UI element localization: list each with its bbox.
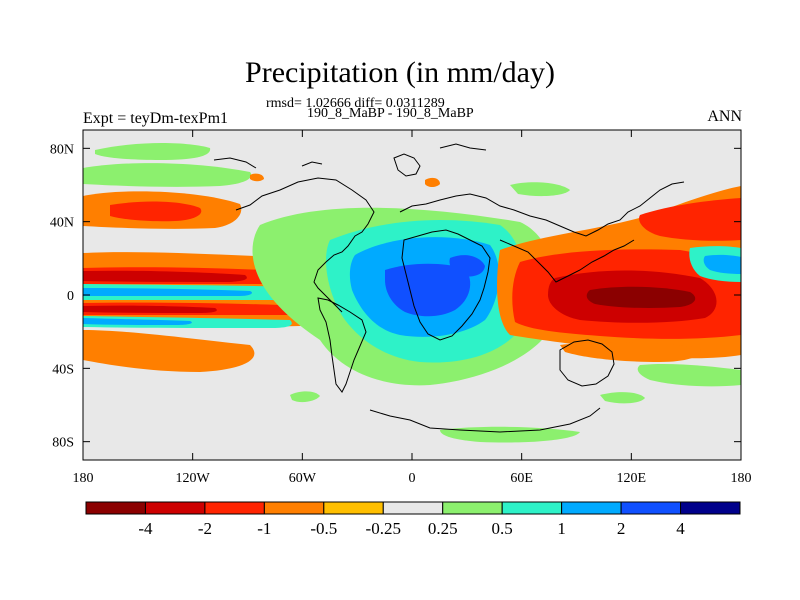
contour-orange-south-pacific	[83, 330, 255, 372]
cases-line: 190_8_MaBP - 190_8_MaBP	[307, 106, 474, 121]
x-tick-label: 120W	[176, 471, 211, 486]
colorbar-level-label: 4	[676, 519, 685, 538]
contour-blue-west-band	[83, 288, 252, 296]
contour-blue-west-south	[83, 318, 192, 325]
contour-green-north-pacific	[83, 163, 252, 187]
contour-field	[83, 143, 741, 443]
contour-green-south-pacific	[290, 391, 320, 403]
x-tick-label: 180	[73, 471, 94, 486]
contour-orange-east-south	[560, 342, 701, 362]
coastline-south-america	[317, 297, 367, 393]
colorbar-level-label: 0.5	[492, 519, 513, 538]
y-tick-label: 40S	[52, 362, 74, 377]
colorbar-swatch	[85, 501, 146, 515]
colorbar-level-label: 0.25	[428, 519, 458, 538]
x-tick-label: 60E	[510, 471, 533, 486]
y-tick-label: 40N	[50, 216, 74, 231]
contour-orange-arctic-a	[425, 177, 440, 187]
colorbar-level-label: -1	[257, 519, 271, 538]
contour-darkred-west-band-south	[83, 305, 217, 313]
y-tick-label: 80S	[52, 436, 74, 451]
coastline-australia	[559, 339, 615, 387]
colorbar-level-label: -0.25	[366, 519, 401, 538]
colorbar-swatch	[561, 501, 622, 515]
contour-darkblue-east	[449, 255, 485, 277]
coastline-europe-asia	[399, 181, 685, 237]
colorbar-level-label: 2	[617, 519, 626, 538]
x-tick-label: 0	[409, 471, 416, 486]
colorbar-level-label: -0.5	[310, 519, 337, 538]
colorbar-swatch	[263, 501, 325, 515]
coastline-greenland	[393, 153, 421, 177]
colorbar-swatch	[680, 501, 741, 515]
coastline-india-asia	[499, 239, 635, 283]
colorbar-swatch	[620, 501, 682, 515]
colorbar-swatch	[323, 501, 384, 515]
colorbar-level-label: 1	[557, 519, 566, 538]
coastline-outline	[213, 143, 685, 433]
x-axis: 180 120W 60W 0 60E 120E 180	[73, 130, 752, 486]
colorbar-swatch	[144, 501, 206, 515]
y-tick-label: 80N	[50, 142, 74, 157]
colorbar-level-label: -4	[138, 519, 153, 538]
colorbar-swatch	[204, 501, 265, 515]
colorbar-swatch	[442, 501, 503, 515]
contour-green-arctic-b	[510, 182, 570, 197]
contour-orange-arctic-b	[250, 173, 264, 182]
contour-red-north-east	[639, 198, 741, 241]
coastline-africa	[401, 229, 491, 341]
y-axis: 80N 40N 0 40S 80S	[50, 142, 741, 451]
contour-green-arctic	[95, 143, 211, 160]
x-tick-label: 60W	[289, 471, 317, 486]
contour-green-southern-b	[600, 392, 645, 404]
contour-darkest-east	[586, 286, 696, 308]
colorbar: -4 -2 -1 -0.5 -0.25 0.25 0.5 1 2 4	[85, 501, 741, 538]
colorbar-swatch	[501, 501, 563, 515]
colorbar-swatch	[382, 501, 444, 515]
chart-title: Precipitation (in mm/day)	[245, 56, 555, 89]
coastline-north-america	[235, 177, 375, 313]
contour-green-east-south	[637, 363, 741, 387]
y-tick-label: 0	[67, 289, 74, 304]
stats-line: rmsd= 1.02666 diff= 0.0311289	[266, 96, 445, 111]
experiment-label: Expt = teyDm-texPm1	[83, 110, 229, 127]
coastline-arctic-islands	[213, 143, 487, 169]
contour-darkred-west-band	[83, 270, 247, 282]
colorbar-level-label: -2	[198, 519, 212, 538]
coastline-antarctica	[369, 407, 601, 433]
season-label: ANN	[707, 108, 742, 125]
contour-blue-east-north	[703, 254, 741, 274]
x-tick-label: 120E	[617, 471, 647, 486]
x-tick-label: 180	[731, 471, 752, 486]
contour-red-north-pacific	[110, 201, 202, 222]
